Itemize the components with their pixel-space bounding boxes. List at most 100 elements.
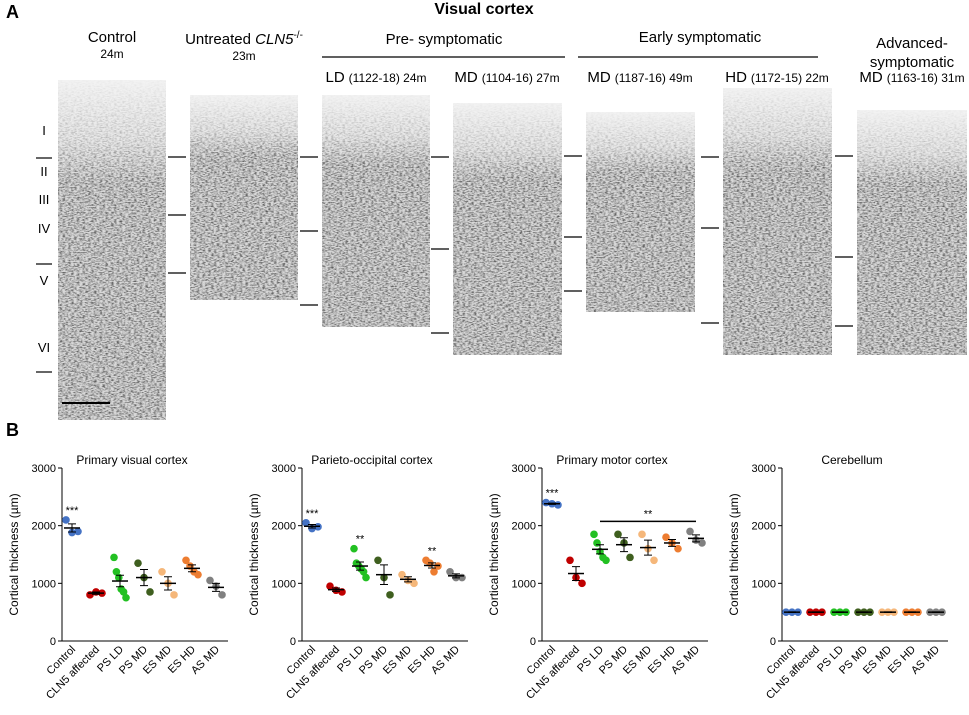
y-tick-label: 2000	[752, 521, 776, 533]
data-point	[638, 530, 646, 539]
micrograph-fade	[58, 80, 166, 420]
error-bar	[788, 611, 796, 613]
error-bar	[452, 573, 460, 579]
error-bar	[644, 539, 652, 556]
data-point	[302, 518, 310, 527]
error-bar	[92, 591, 100, 595]
layer-label: II	[40, 164, 47, 179]
significance: **	[644, 508, 653, 520]
column-label: MD (1163-16) 31m	[859, 69, 964, 86]
data-point	[554, 501, 562, 509]
micrograph-fade	[190, 95, 298, 300]
error-bar	[140, 568, 148, 587]
column-age: 24m	[100, 47, 123, 61]
micrograph-fade	[453, 103, 562, 355]
error-bar	[116, 574, 124, 588]
dose-name: MD	[587, 69, 610, 86]
column-label: MD (1104-16) 27m	[454, 69, 559, 86]
panel-label: A	[6, 2, 19, 22]
column-label: HD (1172-15) 22m	[725, 69, 829, 86]
data-point	[626, 553, 634, 562]
data-point	[650, 556, 658, 565]
column-label: Control	[88, 29, 136, 46]
data-point	[374, 556, 382, 565]
dose-name: MD	[859, 69, 882, 86]
data-point	[350, 544, 358, 553]
error-bar	[668, 539, 676, 547]
column-detail: (1187-16) 49m	[615, 71, 693, 85]
panel-label: B	[6, 420, 19, 440]
error-bar	[356, 561, 364, 571]
column-name: Control	[88, 29, 136, 46]
y-axis-label: Cortical thickness (µm)	[487, 493, 501, 615]
error-bar	[548, 502, 556, 505]
data-point	[122, 593, 130, 602]
column-label: LD (1122-18) 24m	[325, 69, 426, 86]
data-point	[62, 516, 70, 524]
y-tick-label: 2000	[512, 521, 536, 533]
y-tick-label: 0	[770, 636, 776, 648]
y-tick-label: 1000	[512, 578, 536, 590]
gene-name: CLN5	[255, 31, 294, 48]
data-point	[68, 528, 76, 537]
error-bar	[908, 611, 916, 613]
micrograph-fade	[723, 88, 832, 355]
y-tick-label: 3000	[752, 463, 776, 475]
group-label: symptomatic	[870, 54, 955, 71]
error-bar	[164, 576, 172, 591]
error-bar	[188, 564, 196, 573]
data-point	[134, 559, 142, 567]
data-point	[110, 553, 118, 562]
group-label: Pre- symptomatic	[386, 31, 503, 48]
data-point	[218, 591, 226, 599]
data-point	[112, 568, 121, 576]
data-point	[590, 530, 598, 539]
data-point	[119, 588, 128, 596]
data-point	[662, 533, 670, 541]
group-label: Early symptomatic	[639, 29, 762, 46]
data-point	[362, 573, 370, 582]
genotype: -/-	[293, 30, 302, 41]
data-point	[614, 530, 622, 539]
data-point	[386, 591, 394, 599]
y-tick-label: 1000	[752, 578, 776, 590]
data-point	[602, 556, 610, 565]
micrograph-fade	[586, 112, 695, 312]
error-bar	[884, 611, 892, 613]
significance: ***	[546, 488, 560, 500]
error-bar	[812, 611, 820, 613]
data-point	[194, 570, 202, 579]
significance: ***	[306, 508, 320, 520]
y-tick-label: 2000	[272, 521, 296, 533]
dose-name: LD	[325, 69, 344, 86]
error-bar	[428, 562, 436, 569]
data-point	[74, 527, 82, 536]
data-point	[206, 576, 214, 585]
error-bar	[212, 582, 220, 592]
significance: ***	[66, 505, 80, 517]
chart-title: Parieto-occipital cortex	[311, 453, 432, 467]
y-tick-label: 0	[50, 636, 56, 648]
y-tick-label: 1000	[272, 578, 296, 590]
dose-name: HD	[725, 69, 747, 86]
column-name: Untreated	[185, 31, 255, 48]
error-bar	[860, 611, 868, 613]
column-label: Untreated CLN5-/-	[185, 30, 303, 48]
significance: **	[428, 545, 437, 557]
column-detail: (1104-16) 27m	[482, 71, 560, 85]
y-axis-label: Cortical thickness (µm)	[7, 493, 21, 615]
error-bar	[572, 566, 580, 581]
data-point	[170, 591, 178, 599]
data-point	[158, 568, 166, 576]
y-tick-label: 0	[290, 636, 296, 648]
dose-name: MD	[454, 69, 477, 86]
error-bar	[332, 587, 340, 592]
y-tick-label: 2000	[32, 521, 56, 533]
error-bar	[308, 524, 316, 529]
column-detail: (1172-15) 22m	[751, 71, 829, 85]
error-bar	[620, 537, 628, 553]
micrograph-fade	[322, 95, 430, 327]
y-axis-label: Cortical thickness (µm)	[727, 493, 741, 615]
data-point	[686, 527, 694, 536]
column-label: MD (1187-16) 49m	[587, 69, 692, 86]
